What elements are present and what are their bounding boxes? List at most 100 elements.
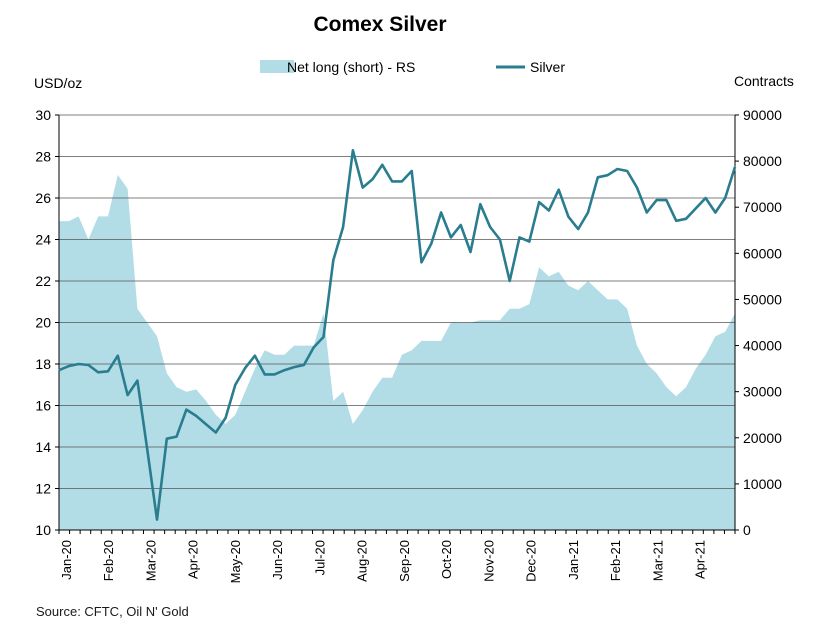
silver-point — [264, 373, 266, 375]
silver-point — [665, 199, 668, 201]
silver-point — [499, 238, 501, 241]
silver-point — [58, 369, 60, 371]
x-tick-label: Jan-21 — [566, 540, 581, 580]
right-axis-unit: Contracts — [734, 73, 794, 89]
silver-point — [87, 364, 89, 366]
right-tick-label: 30000 — [743, 384, 782, 400]
silver-point — [283, 369, 285, 371]
series-area-net-long — [59, 174, 735, 530]
silver-point — [273, 373, 276, 375]
left-tick-label: 12 — [35, 481, 51, 497]
x-tick-label: Jan-20 — [59, 540, 74, 580]
silver-point — [225, 417, 227, 419]
x-tick-label: Dec-20 — [524, 540, 539, 582]
left-tick-label: 18 — [35, 356, 51, 372]
x-tick-label: Aug-20 — [355, 540, 370, 582]
silver-point — [714, 211, 717, 214]
silver-point — [538, 201, 540, 203]
silver-point — [705, 197, 707, 199]
silver-point — [469, 251, 472, 253]
left-tick-label: 14 — [35, 439, 51, 455]
silver-point — [646, 211, 648, 214]
silver-point — [597, 176, 599, 178]
right-tick-label: 80000 — [743, 153, 782, 169]
series-line-silver — [58, 149, 737, 521]
x-tick-label: Mar-20 — [143, 540, 158, 581]
silver-point — [146, 448, 148, 450]
legend-label-silver: Silver — [530, 59, 565, 75]
x-tick-label: Apr-21 — [693, 540, 708, 579]
silver-point — [420, 261, 423, 263]
legend-label-net-long: Net long (short) - RS — [287, 59, 415, 75]
silver-point — [636, 187, 638, 189]
right-tick-label: 40000 — [743, 338, 782, 354]
x-tick-label: Jul-20 — [312, 540, 327, 575]
silver-point — [362, 187, 364, 189]
silver-point — [656, 199, 658, 201]
left-tick-label: 28 — [35, 149, 51, 165]
right-tick-label: 70000 — [743, 199, 782, 215]
silver-point — [616, 168, 619, 170]
silver-point — [518, 236, 521, 238]
right-tick-label: 10000 — [743, 476, 782, 492]
silver-point — [411, 170, 413, 172]
silver-point — [166, 438, 168, 440]
silver-point — [489, 226, 491, 228]
silver-point — [607, 174, 609, 176]
silver-point — [401, 180, 403, 182]
x-tick-label: Oct-20 — [439, 540, 454, 579]
left-axis-unit: USD/oz — [34, 75, 82, 91]
silver-point — [440, 211, 442, 214]
silver-point — [313, 346, 315, 348]
silver-point — [567, 216, 570, 218]
plot-area — [58, 114, 737, 531]
right-tick-label: 60000 — [743, 245, 782, 261]
right-tick-label: 90000 — [743, 107, 782, 123]
left-tick-label: 30 — [35, 107, 51, 123]
silver-point — [352, 149, 354, 151]
left-axis-ticks: 10 12 14 16 18 20 22 24 26 28 30 — [35, 107, 59, 538]
silver-point — [371, 178, 374, 180]
silver-point — [293, 366, 295, 368]
left-tick-label: 24 — [35, 232, 51, 248]
right-tick-label: 0 — [743, 522, 751, 538]
silver-point — [127, 394, 129, 396]
silver-point — [724, 197, 726, 199]
x-tick-label: Nov-20 — [481, 540, 496, 582]
silver-point — [695, 207, 697, 209]
right-axis-ticks: 0 10000 20000 30000 40000 50000 60000 70000 8000… — [735, 107, 782, 538]
silver-point — [117, 355, 119, 357]
silver-point — [322, 336, 325, 338]
silver-point — [107, 370, 109, 372]
x-tick-label: May-20 — [228, 540, 243, 583]
silver-point — [176, 436, 178, 438]
silver-point — [381, 164, 383, 166]
silver-point — [332, 259, 334, 261]
left-tick-label: 20 — [35, 315, 51, 331]
silver-point — [391, 180, 393, 182]
left-tick-label: 10 — [35, 522, 51, 538]
silver-point — [97, 371, 99, 373]
silver-point — [136, 380, 138, 382]
silver-point — [450, 236, 452, 238]
x-tick-label: Feb-20 — [101, 540, 116, 581]
silver-point — [342, 226, 344, 228]
silver-point — [185, 409, 187, 411]
silver-point — [479, 203, 481, 205]
x-tick-label: Sep-20 — [397, 540, 412, 582]
left-tick-label: 16 — [35, 398, 51, 414]
silver-point — [195, 415, 197, 417]
silver-point — [430, 243, 432, 245]
silver-point — [528, 241, 530, 243]
silver-point — [205, 423, 207, 425]
silver-point — [548, 209, 550, 212]
silver-point — [675, 220, 677, 222]
right-tick-label: 50000 — [743, 291, 782, 307]
x-tick-label: Mar-21 — [650, 540, 665, 581]
silver-point — [234, 384, 236, 386]
chart-title: Comex Silver — [313, 13, 446, 36]
left-tick-label: 26 — [35, 190, 51, 206]
source-note: Source: CFTC, Oil N' Gold — [36, 604, 189, 619]
silver-point — [685, 218, 687, 220]
